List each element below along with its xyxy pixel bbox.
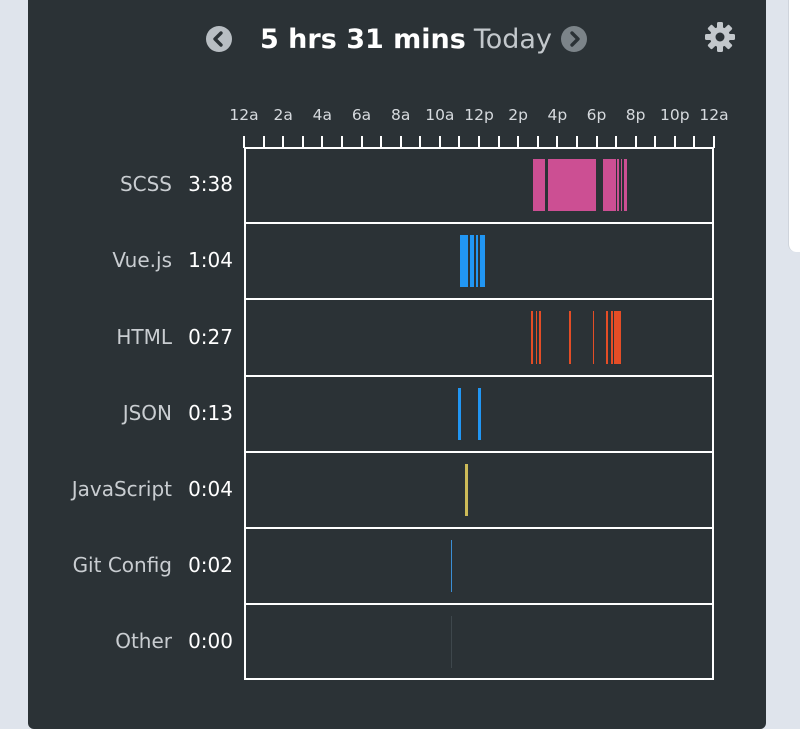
time-tick-label: 6p [586,106,607,124]
time-tick-mark [282,136,285,148]
activity-segment[interactable] [573,159,596,212]
time-tick-mark [340,136,343,148]
time-tick-label: 12p [464,106,494,124]
language-duration: 0:00 [188,629,233,654]
time-tick-label: 2p [508,106,529,124]
language-duration: 0:02 [188,553,233,578]
time-tick-mark [438,136,441,148]
time-tick-mark [380,136,383,148]
time-tick-label: 8p [625,106,646,124]
next-day-button[interactable] [561,26,587,52]
time-tick-mark [575,136,578,148]
time-tick-label: 4p [547,106,568,124]
time-tick-mark [399,136,402,148]
activity-segment[interactable] [611,311,613,364]
activity-segment[interactable] [535,311,538,364]
row-divider [246,603,712,606]
time-tick-mark [419,136,422,148]
time-tick-mark [262,136,265,148]
activity-segment[interactable] [617,159,620,212]
time-tick-mark [243,136,245,148]
time-tick-label: 6a [351,106,372,124]
activity-segment[interactable] [532,159,545,212]
time-tick-mark [713,136,715,148]
language-duration: 3:38 [188,172,233,197]
time-tick-label: 10p [660,106,690,124]
activity-segment[interactable] [614,311,621,364]
language-name: HTML [116,324,172,349]
time-tick-mark [693,136,696,148]
language-duration: 0:13 [188,400,233,425]
row-divider [246,222,712,225]
chevron-left-icon [213,31,223,47]
activity-card: 5 hrs 31 mins Today 12a 2a 4a 6a 8a 10a 12p 2p 4p… [28,0,766,729]
time-tick-mark [615,136,618,148]
card-header: 5 hrs 31 mins Today [28,0,766,78]
total-time: 5 hrs 31 mins [260,24,466,55]
activity-segment[interactable] [623,159,627,212]
time-tick-label: 4a [312,106,333,124]
activity-segment[interactable] [561,159,563,212]
activity-segment[interactable] [450,540,453,593]
activity-segment[interactable] [465,463,469,516]
activity-segment[interactable] [530,311,533,364]
language-duration: 1:04 [188,248,233,273]
activity-segment[interactable] [539,311,541,364]
time-tick-mark [556,136,559,148]
time-tick-label: 8a [390,106,411,124]
time-tick-label: 12a [229,106,259,124]
language-name: Vue.js [112,248,172,273]
language-duration: 0:04 [188,476,233,501]
time-tick-mark [478,136,480,148]
timeline-chart [244,147,714,680]
language-name: SCSS [119,172,172,197]
row-divider [246,298,712,301]
activity-segment[interactable] [603,159,617,212]
time-tick-label: 12a [699,106,729,124]
activity-segment[interactable] [479,235,485,288]
activity-segment[interactable] [547,159,562,212]
time-tick-mark [497,136,500,148]
time-tick-mark [634,136,637,148]
time-tick-mark [536,136,539,148]
adjacent-panel-edge [788,0,800,252]
time-tick-mark [595,136,598,148]
activity-segment[interactable] [476,235,479,288]
language-duration: 0:27 [188,324,233,349]
time-tick-mark [321,136,324,148]
gear-icon[interactable] [704,21,736,53]
language-name: Other [115,629,172,654]
activity-segment[interactable] [458,387,462,440]
activity-segment[interactable] [562,159,574,212]
time-tick-mark [458,136,461,148]
previous-day-button[interactable] [206,26,232,52]
row-divider [246,450,712,453]
activity-segment[interactable] [620,159,623,212]
language-name: JavaScript [71,476,172,501]
activity-segment[interactable] [478,387,481,440]
time-tick-label: 10a [425,106,455,124]
time-tick-mark [301,136,304,148]
time-tick-label: 2a [273,106,293,124]
row-divider [246,527,712,529]
language-name: Git Config [72,553,172,578]
time-tick-mark [517,136,520,148]
period-label: Today [473,24,552,55]
row-divider [246,374,712,377]
time-tick-mark [654,136,657,148]
activity-segment[interactable] [450,616,453,669]
chevron-right-icon [570,31,580,47]
summary-title: 5 hrs 31 mins Today [260,20,552,60]
time-tick-mark [360,136,363,148]
language-name: JSON [122,400,172,425]
activity-segment[interactable] [470,235,475,288]
activity-segment[interactable] [592,311,595,364]
activity-segment[interactable] [460,235,469,288]
time-tick-mark [673,136,676,148]
activity-segment[interactable] [569,311,571,364]
time-axis-labels: 12a 2a 4a 6a 8a 10a 12p 2p 4p 6p 8p 10p 12a [28,106,766,130]
activity-segment[interactable] [606,311,608,364]
